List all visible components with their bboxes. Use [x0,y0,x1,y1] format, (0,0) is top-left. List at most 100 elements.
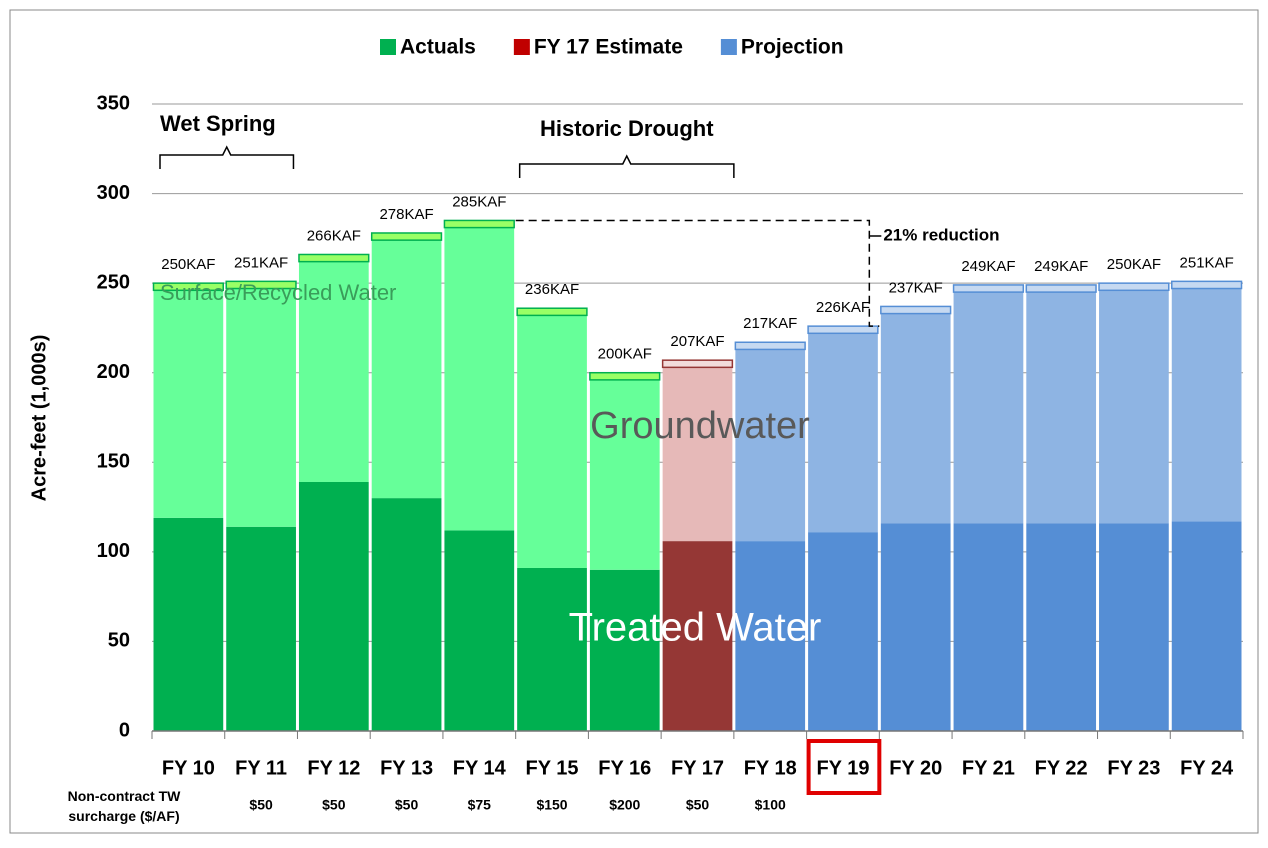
y-tick-label: 350 [97,92,130,114]
legend-swatch [380,39,396,55]
y-tick-label: 200 [97,361,130,383]
bar-segment [370,232,443,241]
bar-segment [443,219,515,229]
bar-segment [589,371,661,381]
bar-segment [953,523,1024,731]
bar-segment [444,227,515,531]
surcharge-value: $50 [249,797,273,813]
total-label: 207KAF [670,333,724,350]
x-tick-label: FY 14 [453,757,507,779]
total-label: 249KAF [1034,258,1088,275]
bar-segment [226,288,296,527]
x-tick-label: FY 17 [671,757,724,779]
bar-segment [589,569,660,731]
total-label: 200KAF [598,346,652,363]
total-label: 278KAF [379,206,433,223]
bar-segment [734,341,806,351]
x-tick-label: FY 16 [598,757,651,779]
total-label: 285KAF [452,193,506,210]
total-label: 217KAF [743,315,797,332]
bar-segment [225,280,297,290]
bar-segment [1099,523,1169,731]
surcharge-label-line: surcharge ($/AF) [68,808,179,824]
bar-segment [952,284,1025,293]
surcharge-value: $50 [322,797,346,813]
surcharge-value: $100 [755,797,786,813]
bar-segment [298,261,369,482]
bar-segment [517,315,587,568]
bar-segment [1171,521,1242,731]
total-label: 266KAF [307,227,361,244]
bar-segment [662,367,733,542]
bar-segment [807,325,879,335]
bar-segment [226,526,296,731]
bar-segment [1025,284,1097,293]
bar-segment [735,541,806,731]
x-tick-label: FY 21 [962,757,1015,779]
legend-swatch [720,39,737,55]
bar-segment [735,349,806,542]
layer-label: Treated Water [569,606,822,650]
bar-segment [371,498,442,731]
annotation: 21% reduction [883,225,999,244]
legend-swatch [513,39,530,55]
total-label: 226KAF [816,299,870,316]
total-label: 236KAF [525,281,579,298]
bar-segment [953,292,1024,524]
total-label: 251KAF [234,254,288,271]
bar-segment [1171,288,1242,522]
annotation: Wet Spring [160,111,276,136]
bar-segment [298,481,369,731]
total-label: 251KAF [1180,254,1234,271]
bar-segment [880,313,951,524]
surcharge-value: $150 [536,797,567,813]
bar-segment [662,541,733,731]
y-tick-label: 150 [97,451,130,473]
highlight-box [806,739,882,795]
y-tick-label: 300 [97,182,130,204]
bar-segment [153,290,224,518]
surcharge-value: $200 [609,797,640,813]
annotation: Historic Drought [540,116,714,141]
reduction-bracket [515,219,880,327]
brace [518,154,735,178]
x-tick-label: FY 13 [380,757,433,779]
y-tick-label: 50 [108,630,130,652]
x-tick-label: FY 22 [1035,757,1088,779]
bar-segment [444,530,515,731]
bar-segment [808,532,878,731]
x-tick-label: FY 11 [235,757,287,779]
y-tick-label: 250 [97,271,130,293]
bar-segment [1098,282,1170,292]
bar-segment [1171,280,1243,290]
bar-segment [153,517,224,731]
bar-segment [880,305,952,315]
total-label: 249KAF [961,258,1015,275]
x-tick-label: FY 10 [162,757,215,779]
total-label: 250KAF [161,256,215,273]
bar-segment [371,240,442,499]
bar-segment [589,379,660,570]
y-axis-title: Acre-feet (1,000s) [28,335,50,502]
x-tick-label: FY 24 [1180,757,1234,779]
x-tick-label: FY 15 [526,757,579,779]
x-tick-label: FY 23 [1107,757,1160,779]
legend-label: Actuals [400,36,476,59]
x-tick-label: FY 12 [307,757,360,779]
bar-segment [880,523,951,731]
legend-label: FY 17 Estimate [534,36,683,59]
surcharge-label-line: Non-contract TW [68,788,182,804]
total-label: 250KAF [1107,256,1161,273]
bar-segment [517,567,587,731]
y-tick-label: 100 [97,540,130,562]
layer-label: Surface/Recycled Water [160,280,396,305]
layer-label: Groundwater [590,405,810,447]
bar-segment [152,282,224,292]
bar-segment [1099,290,1169,524]
bar-segment [298,253,370,263]
legend-label: Projection [741,36,844,59]
total-label: 237KAF [889,279,943,296]
surcharge-value: $50 [686,797,710,813]
x-tick-label: FY 18 [744,757,797,779]
